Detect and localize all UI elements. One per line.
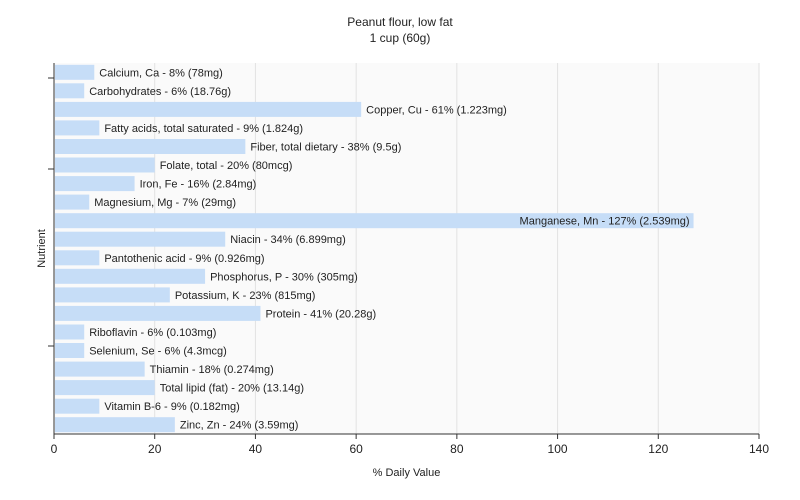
chart-subtitle-text: 1 cup (60g): [369, 31, 431, 45]
bar-label: Pantothenic acid - 9% (0.926mg): [104, 253, 264, 265]
x-axis-title: % Daily Value: [373, 467, 441, 479]
x-tick-label: 140: [749, 442, 769, 456]
bar: [55, 250, 100, 266]
x-ticks: 0 20 40 60 80 100 120 140: [51, 434, 769, 456]
bar-label: Calcium, Ca - 8% (78mg): [99, 67, 222, 79]
bar: [55, 194, 90, 210]
bar-label: Protein - 41% (20.28g): [265, 308, 376, 320]
plot-area: [54, 63, 759, 434]
bar: [55, 417, 175, 433]
bar: [55, 157, 155, 173]
x-tick-label: 40: [249, 442, 263, 456]
bar-label: Thiamin - 18% (0.274mg): [150, 364, 274, 376]
bar-label: Copper, Cu - 61% (1.223mg): [366, 104, 507, 116]
bar-label: Total lipid (fat) - 20% (13.14g): [160, 383, 304, 395]
x-tick-label: 100: [548, 442, 568, 456]
bar-label: Zinc, Zn - 24% (3.59mg): [180, 420, 299, 432]
chart-title: Peanut flour, low fat 1 cup (60g): [0, 14, 800, 46]
bar: [55, 120, 100, 136]
plot-background: [54, 63, 759, 434]
bar: [55, 64, 95, 80]
bar-label: Potassium, K - 23% (815mg): [175, 290, 316, 302]
bar-label: Vitamin B-6 - 9% (0.182mg): [104, 401, 240, 413]
bar-label: Niacin - 34% (6.899mg): [230, 234, 346, 246]
bar-label: Fatty acids, total saturated - 9% (1.824…: [104, 123, 303, 135]
bar: [55, 101, 362, 117]
bar-label: Selenium, Se - 6% (4.3mcg): [89, 346, 227, 358]
x-tick-label: 20: [148, 442, 162, 456]
bar: [55, 380, 155, 396]
bar: [55, 305, 261, 321]
bar: [55, 343, 85, 358]
bar: [55, 231, 226, 247]
bar: [55, 176, 135, 192]
bar: [55, 268, 206, 284]
bars: [55, 64, 694, 433]
bar: [55, 361, 145, 377]
bar: [55, 213, 694, 229]
bar: [55, 287, 170, 303]
x-tick-label: 120: [648, 442, 668, 456]
x-tick-label: 0: [51, 442, 58, 456]
bar-label: Phosphorus, P - 30% (305mg): [210, 271, 358, 283]
bar-label: Magnesium, Mg - 7% (29mg): [94, 197, 236, 209]
chart-title-text: Peanut flour, low fat: [347, 15, 453, 29]
bar-label: Manganese, Mn - 127% (2.539mg): [520, 216, 690, 228]
bar: [55, 83, 85, 99]
bar: [55, 139, 246, 154]
x-tick-label: 80: [450, 442, 464, 456]
bar-label: Iron, Fe - 16% (2.84mg): [140, 179, 257, 191]
bar-labels: Calcium, Ca - 8% (78mg) Carbohydrates - 6…: [89, 67, 689, 431]
bar: [55, 324, 85, 340]
grid-lines: [154, 63, 760, 434]
bar-label: Riboflavin - 6% (0.103mg): [89, 327, 216, 339]
x-tick-label: 60: [349, 442, 363, 456]
bar-label: Folate, total - 20% (80mcg): [160, 160, 293, 172]
y-axis-title: Nutrient: [36, 229, 48, 268]
bar-label: Fiber, total dietary - 38% (9.5g): [250, 142, 401, 154]
bar-label: Carbohydrates - 6% (18.76g): [89, 86, 231, 98]
bar: [55, 398, 100, 414]
axes: [48, 63, 759, 435]
